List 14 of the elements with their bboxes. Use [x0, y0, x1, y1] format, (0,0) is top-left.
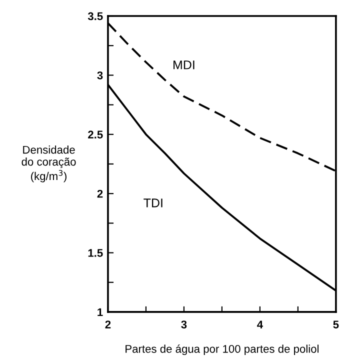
y-tick-label: 2.5 [88, 130, 103, 139]
x-tick-label: 3 [181, 320, 187, 328]
y-tick-label: 3 [97, 71, 103, 80]
y-tick-label: 3.5 [88, 12, 103, 20]
y-axis-title: Densidade do coração (kg/m$^{3}$) [22, 146, 76, 182]
x-tick-label: 2 [105, 320, 111, 328]
y-tick-label: 1.5 [88, 249, 103, 257]
y-tick-label: 1 [98, 308, 103, 316]
y-tick-label: 2 [97, 190, 103, 198]
x-tick-label: 5 [333, 320, 339, 328]
x-tick-label: 4 [257, 320, 263, 328]
series-label: MDI [174, 60, 194, 70]
x-axis-title: Partes de água por 100 partes de poliol [126, 344, 319, 356]
text: TDI [144, 198, 162, 208]
